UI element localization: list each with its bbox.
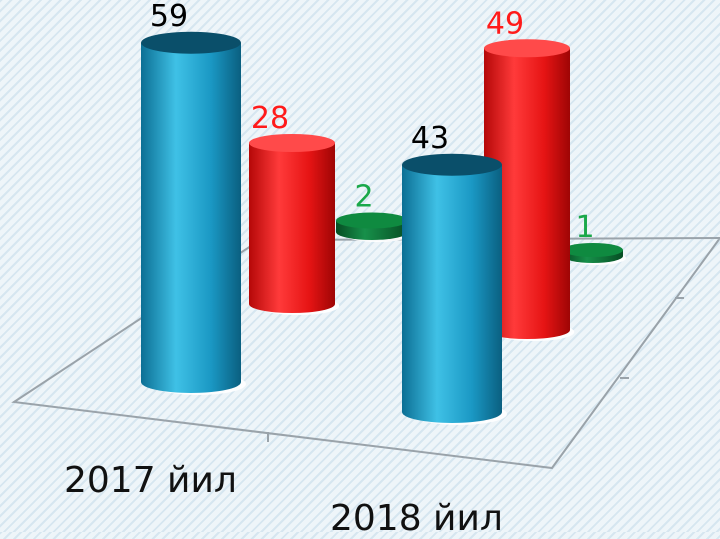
category-label-2017: 2017 йил — [64, 460, 237, 501]
value-label-2018-series-1: 43 — [411, 121, 449, 156]
bar-body — [402, 164, 502, 423]
bar-body — [141, 42, 241, 393]
floor-outline — [11, 236, 720, 470]
bar-top — [484, 39, 570, 58]
bar-top — [141, 31, 241, 54]
bar-2018-series-3 — [563, 243, 626, 265]
value-labels-group: 59 28 2 1 49 43 — [150, 0, 595, 245]
bar-top — [402, 153, 502, 176]
bar-2017-series-1 — [141, 31, 246, 395]
bar-top — [336, 212, 408, 229]
chart-floor — [11, 236, 720, 470]
bar-2017-series-2 — [249, 134, 340, 315]
bar-2017-series-3 — [336, 212, 412, 242]
category-label-2018: 2018 йил — [330, 498, 503, 539]
value-label-2018-series-2: 49 — [486, 6, 524, 41]
bar-2018-series-1 — [402, 153, 507, 425]
bar-top — [563, 243, 623, 257]
bar-top — [249, 134, 335, 152]
bar-2018-series-2 — [484, 39, 575, 341]
value-label-2017-series-3: 2 — [354, 180, 373, 215]
bar-body — [249, 143, 335, 313]
value-label-2018-series-3: 1 — [575, 210, 594, 245]
value-label-2017-series-1: 59 — [150, 0, 188, 34]
bars-group — [141, 31, 626, 425]
bar-body — [484, 48, 570, 339]
value-label-2017-series-2: 28 — [251, 101, 289, 136]
